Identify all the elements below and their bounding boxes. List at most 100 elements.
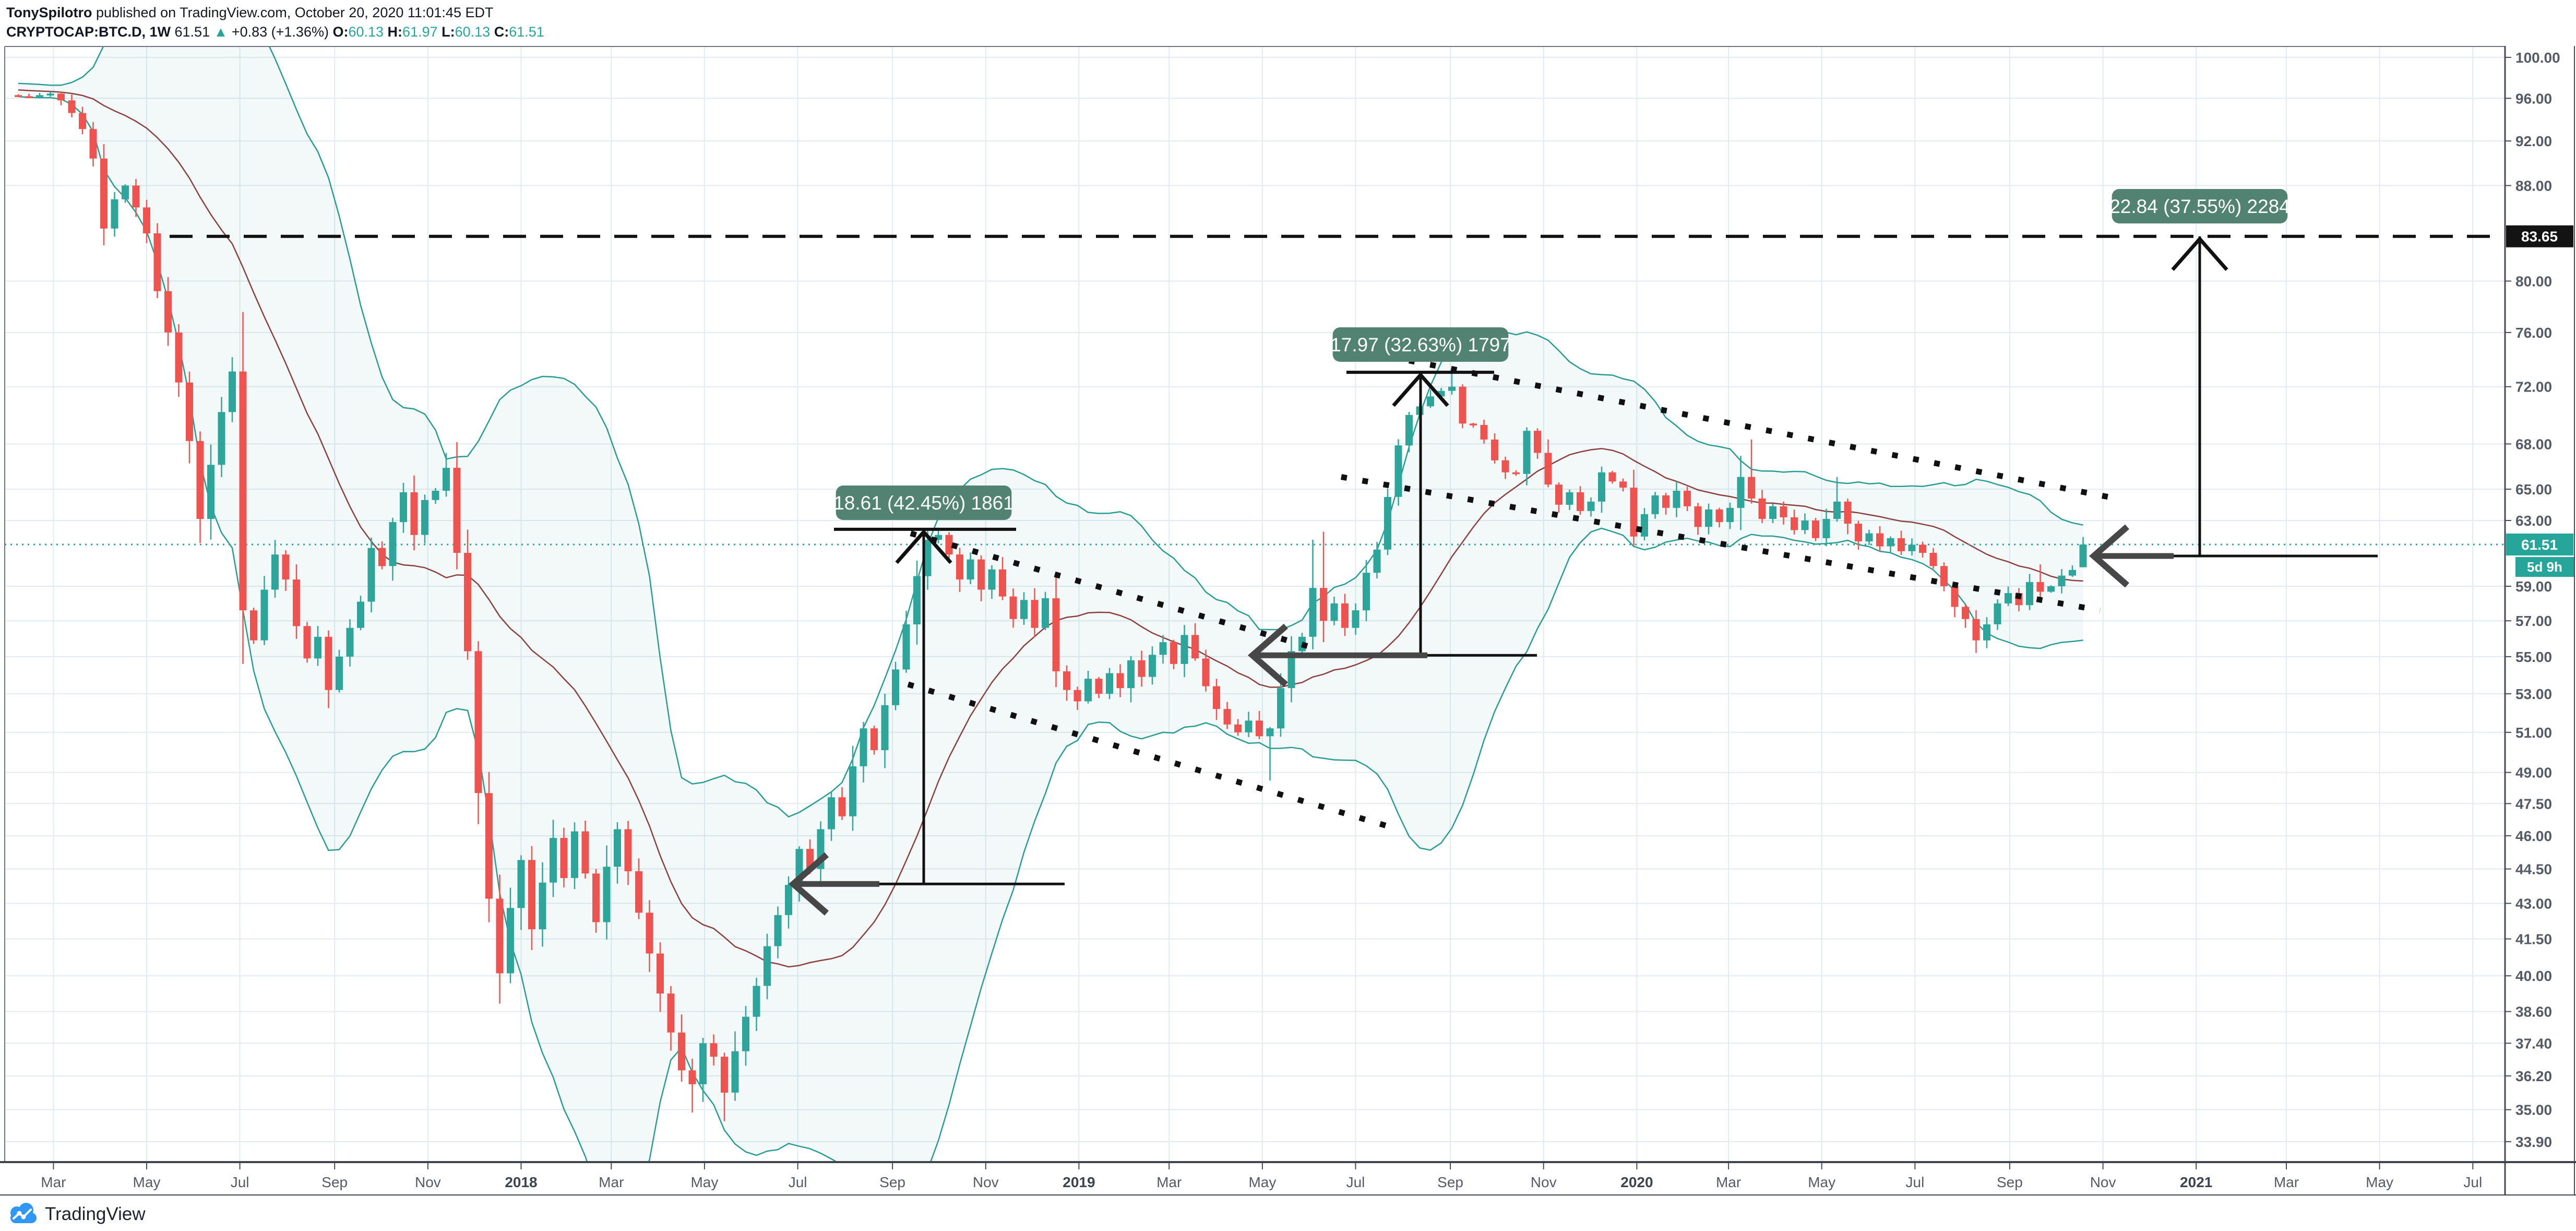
candle-body <box>89 129 97 159</box>
candle-body <box>1608 472 1616 482</box>
candle-body <box>614 829 621 867</box>
candle-body <box>571 831 578 878</box>
candle-body <box>1855 524 1862 541</box>
candle-body <box>764 946 771 986</box>
candle-body <box>956 554 963 579</box>
month-axis-label: Mar <box>599 1174 624 1190</box>
price-tick-label: 51.00 <box>2515 725 2552 741</box>
candle-body <box>892 669 899 705</box>
price-tick-label: 46.00 <box>2515 828 2552 844</box>
candle-body <box>464 553 471 652</box>
candle-body <box>913 576 921 624</box>
month-axis-label: Sep <box>1997 1174 2023 1190</box>
candle-body <box>2079 545 2087 567</box>
candle-body <box>550 838 557 883</box>
price-tick-label: 36.20 <box>2515 1068 2552 1084</box>
candle-body <box>1673 491 1680 508</box>
candle-body <box>15 95 22 97</box>
price-axis[interactable]: 100.00 96.00 92.00 88.00 80.00 76.00 72.00 68.0… <box>2505 50 2560 1150</box>
footer-brand[interactable]: TradingView <box>7 1199 146 1230</box>
candle-body <box>635 871 642 913</box>
candle-body <box>1715 509 1723 523</box>
candle-body <box>239 371 247 611</box>
month-axis-label: Mar <box>41 1174 66 1190</box>
candle-body <box>421 500 428 535</box>
trendline-dotted-1[interactable] <box>910 530 1314 650</box>
candle-body <box>678 1032 685 1071</box>
candle-body <box>977 559 985 590</box>
candle-body <box>378 548 386 566</box>
left-arrow-icon <box>788 852 829 916</box>
candle-body <box>1523 431 1531 474</box>
candle-body <box>1566 492 1573 505</box>
candle-body <box>1983 624 1990 641</box>
measured-move-2[interactable]: 17.97 (32.63%) 1797 <box>1247 327 1537 687</box>
candle-body <box>186 382 193 441</box>
header-text-segment: 61.51 <box>171 24 214 40</box>
measured-move-3[interactable]: 22.84 (37.55%) 2284 <box>2089 189 2378 588</box>
price-tick-label: 40.00 <box>2515 968 2552 984</box>
candle-body <box>1876 533 1883 547</box>
candle-body <box>1641 514 1648 537</box>
candle-body <box>699 1043 707 1084</box>
candle-body <box>1865 533 1873 542</box>
year-axis-label: 2018 <box>505 1174 537 1190</box>
candle-body <box>539 882 546 930</box>
candle-body <box>175 332 183 383</box>
price-tick-label: 33.90 <box>2515 1134 2552 1150</box>
candle-body <box>731 1051 739 1093</box>
left-arrow-icon <box>2089 524 2129 588</box>
candle-body <box>1748 477 1755 499</box>
trendline-dotted-4[interactable] <box>1341 474 2101 613</box>
price-tick-label: 92.00 <box>2515 133 2552 149</box>
candle-body <box>1951 586 1959 607</box>
header-text-segment: 60.13 <box>348 24 384 40</box>
candle-body <box>1758 498 1766 519</box>
header-text-segment: CRYPTOCAP:BTC.D, 1W <box>6 24 171 40</box>
candle-body <box>1138 660 1146 677</box>
candle-body <box>560 838 568 878</box>
candle-body <box>400 492 407 523</box>
candle-body <box>667 993 675 1033</box>
candle-body <box>336 656 343 690</box>
candle-body <box>1042 598 1049 628</box>
price-tick-label: 72.00 <box>2515 379 2552 395</box>
month-axis-label: Sep <box>321 1174 348 1190</box>
candle-body <box>1234 724 1242 732</box>
candle-body <box>1972 619 1980 641</box>
candle-body <box>1352 610 1359 628</box>
candle-body <box>453 468 461 553</box>
candle-body <box>988 569 996 590</box>
header-text-segment: published on TradingView.com, October 20… <box>92 5 494 20</box>
candle-body <box>271 554 279 590</box>
chart-canvas[interactable]: 18.61 (42.45%) 1861 17.97 (32.63%) 1797 22… <box>0 46 2576 1196</box>
candle-body <box>924 540 932 576</box>
header-text-segment: ▲ <box>213 24 228 40</box>
candle-body <box>774 915 782 946</box>
published-line: TonySpilotro published on TradingView.co… <box>6 3 544 22</box>
candle-body <box>1491 440 1498 460</box>
header-text-segment: L: <box>437 24 455 40</box>
month-axis-label: Jul <box>1346 1174 1365 1190</box>
price-tick-label: 38.60 <box>2515 1004 2552 1020</box>
candle-body <box>999 569 1006 597</box>
time-axis[interactable]: Mar May Jul Sep Nov 2018 Mar May Jul Sep Nov 2019 Ma… <box>41 1162 2482 1190</box>
candle-body <box>1341 603 1349 628</box>
candle-body <box>945 535 953 555</box>
candle-body <box>132 185 140 208</box>
price-tick-label: 44.50 <box>2515 861 2552 878</box>
candle-body <box>860 728 867 766</box>
candle-body <box>1052 598 1060 671</box>
symbol-ohlc-line: CRYPTOCAP:BTC.D, 1W 61.51 ▲ +0.83 (+1.36… <box>6 22 544 42</box>
candle-body <box>474 651 482 794</box>
candle-body <box>1095 679 1103 694</box>
candle-body <box>57 93 65 101</box>
month-axis-label: May <box>1248 1174 1276 1190</box>
candle-body <box>100 158 108 229</box>
candle-body <box>1459 386 1466 424</box>
level-price-badge: 83.65 <box>2521 229 2558 245</box>
candle-body <box>1544 453 1552 485</box>
measured-move-1[interactable]: 18.61 (42.45%) 1861 <box>788 486 1065 916</box>
price-tick-label: 35.00 <box>2515 1102 2552 1118</box>
candle-body <box>282 554 290 579</box>
